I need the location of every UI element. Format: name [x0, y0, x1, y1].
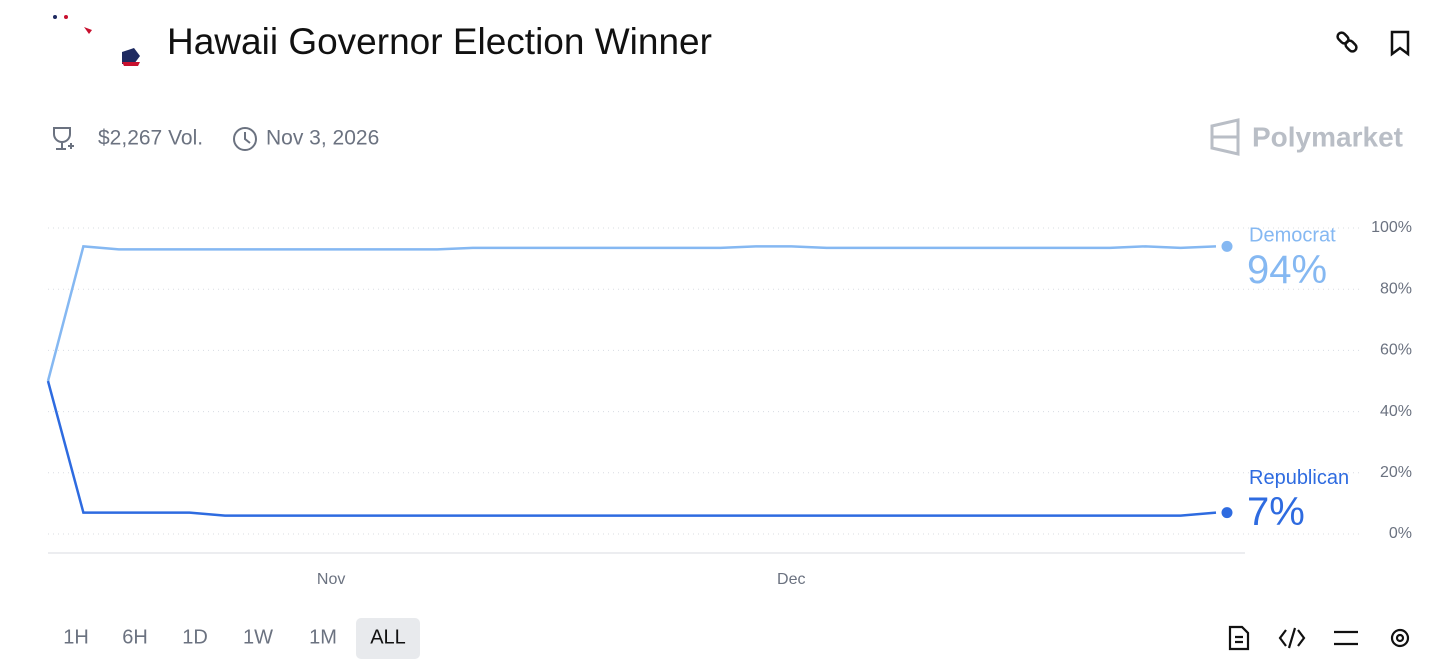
link-icon[interactable]: [1336, 31, 1358, 53]
market-title: Hawaii Governor Election Winner: [167, 21, 712, 62]
x-tick-label: Dec: [777, 571, 805, 588]
y-tick-label: 0%: [1389, 525, 1412, 542]
timeframe-bar: 1H 6H 1D 1W 1M ALL: [63, 618, 420, 659]
end-dot: [1221, 240, 1233, 252]
timeframe-active-bg: [356, 618, 420, 659]
y-tick-label: 80%: [1380, 280, 1412, 297]
filter-icon[interactable]: [1334, 630, 1358, 646]
timeframe-button[interactable]: 1H: [63, 626, 89, 648]
embed-icon[interactable]: [1278, 627, 1306, 649]
bookmark-icon[interactable]: [1390, 30, 1410, 57]
series-line: [46, 380, 1217, 517]
toolbar: [1228, 625, 1410, 651]
trophy-icon: [53, 127, 74, 150]
clock-icon: [233, 127, 257, 151]
brand-logo: [1210, 118, 1240, 156]
y-tick-label: 40%: [1380, 403, 1412, 420]
series-name: Republican: [1249, 467, 1349, 489]
y-tick-label: 60%: [1380, 342, 1412, 359]
end-dot: [1221, 507, 1233, 519]
timeframe-button[interactable]: 1D: [182, 626, 208, 648]
timeframe-button[interactable]: 1W: [243, 626, 273, 648]
series-value-label: 94%: [1247, 248, 1327, 292]
settings-icon[interactable]: [1390, 628, 1410, 648]
timeframe-button[interactable]: ALL: [370, 626, 406, 648]
brand-name: Polymarket: [1252, 121, 1403, 152]
document-icon[interactable]: [1228, 625, 1250, 651]
series-value-label: 7%: [1247, 490, 1305, 534]
series-line: [46, 245, 1217, 382]
x-tick-label: Nov: [317, 571, 345, 588]
end-date: Nov 3, 2026: [266, 127, 379, 150]
flag-icon: [53, 15, 140, 66]
timeframe-button[interactable]: 1M: [309, 626, 337, 648]
volume: $2,267 Vol.: [98, 127, 203, 150]
timeframe-button[interactable]: 6H: [122, 626, 148, 648]
series-name: Democrat: [1249, 225, 1336, 247]
y-tick-label: 20%: [1380, 464, 1412, 481]
y-tick-label: 100%: [1371, 219, 1412, 236]
